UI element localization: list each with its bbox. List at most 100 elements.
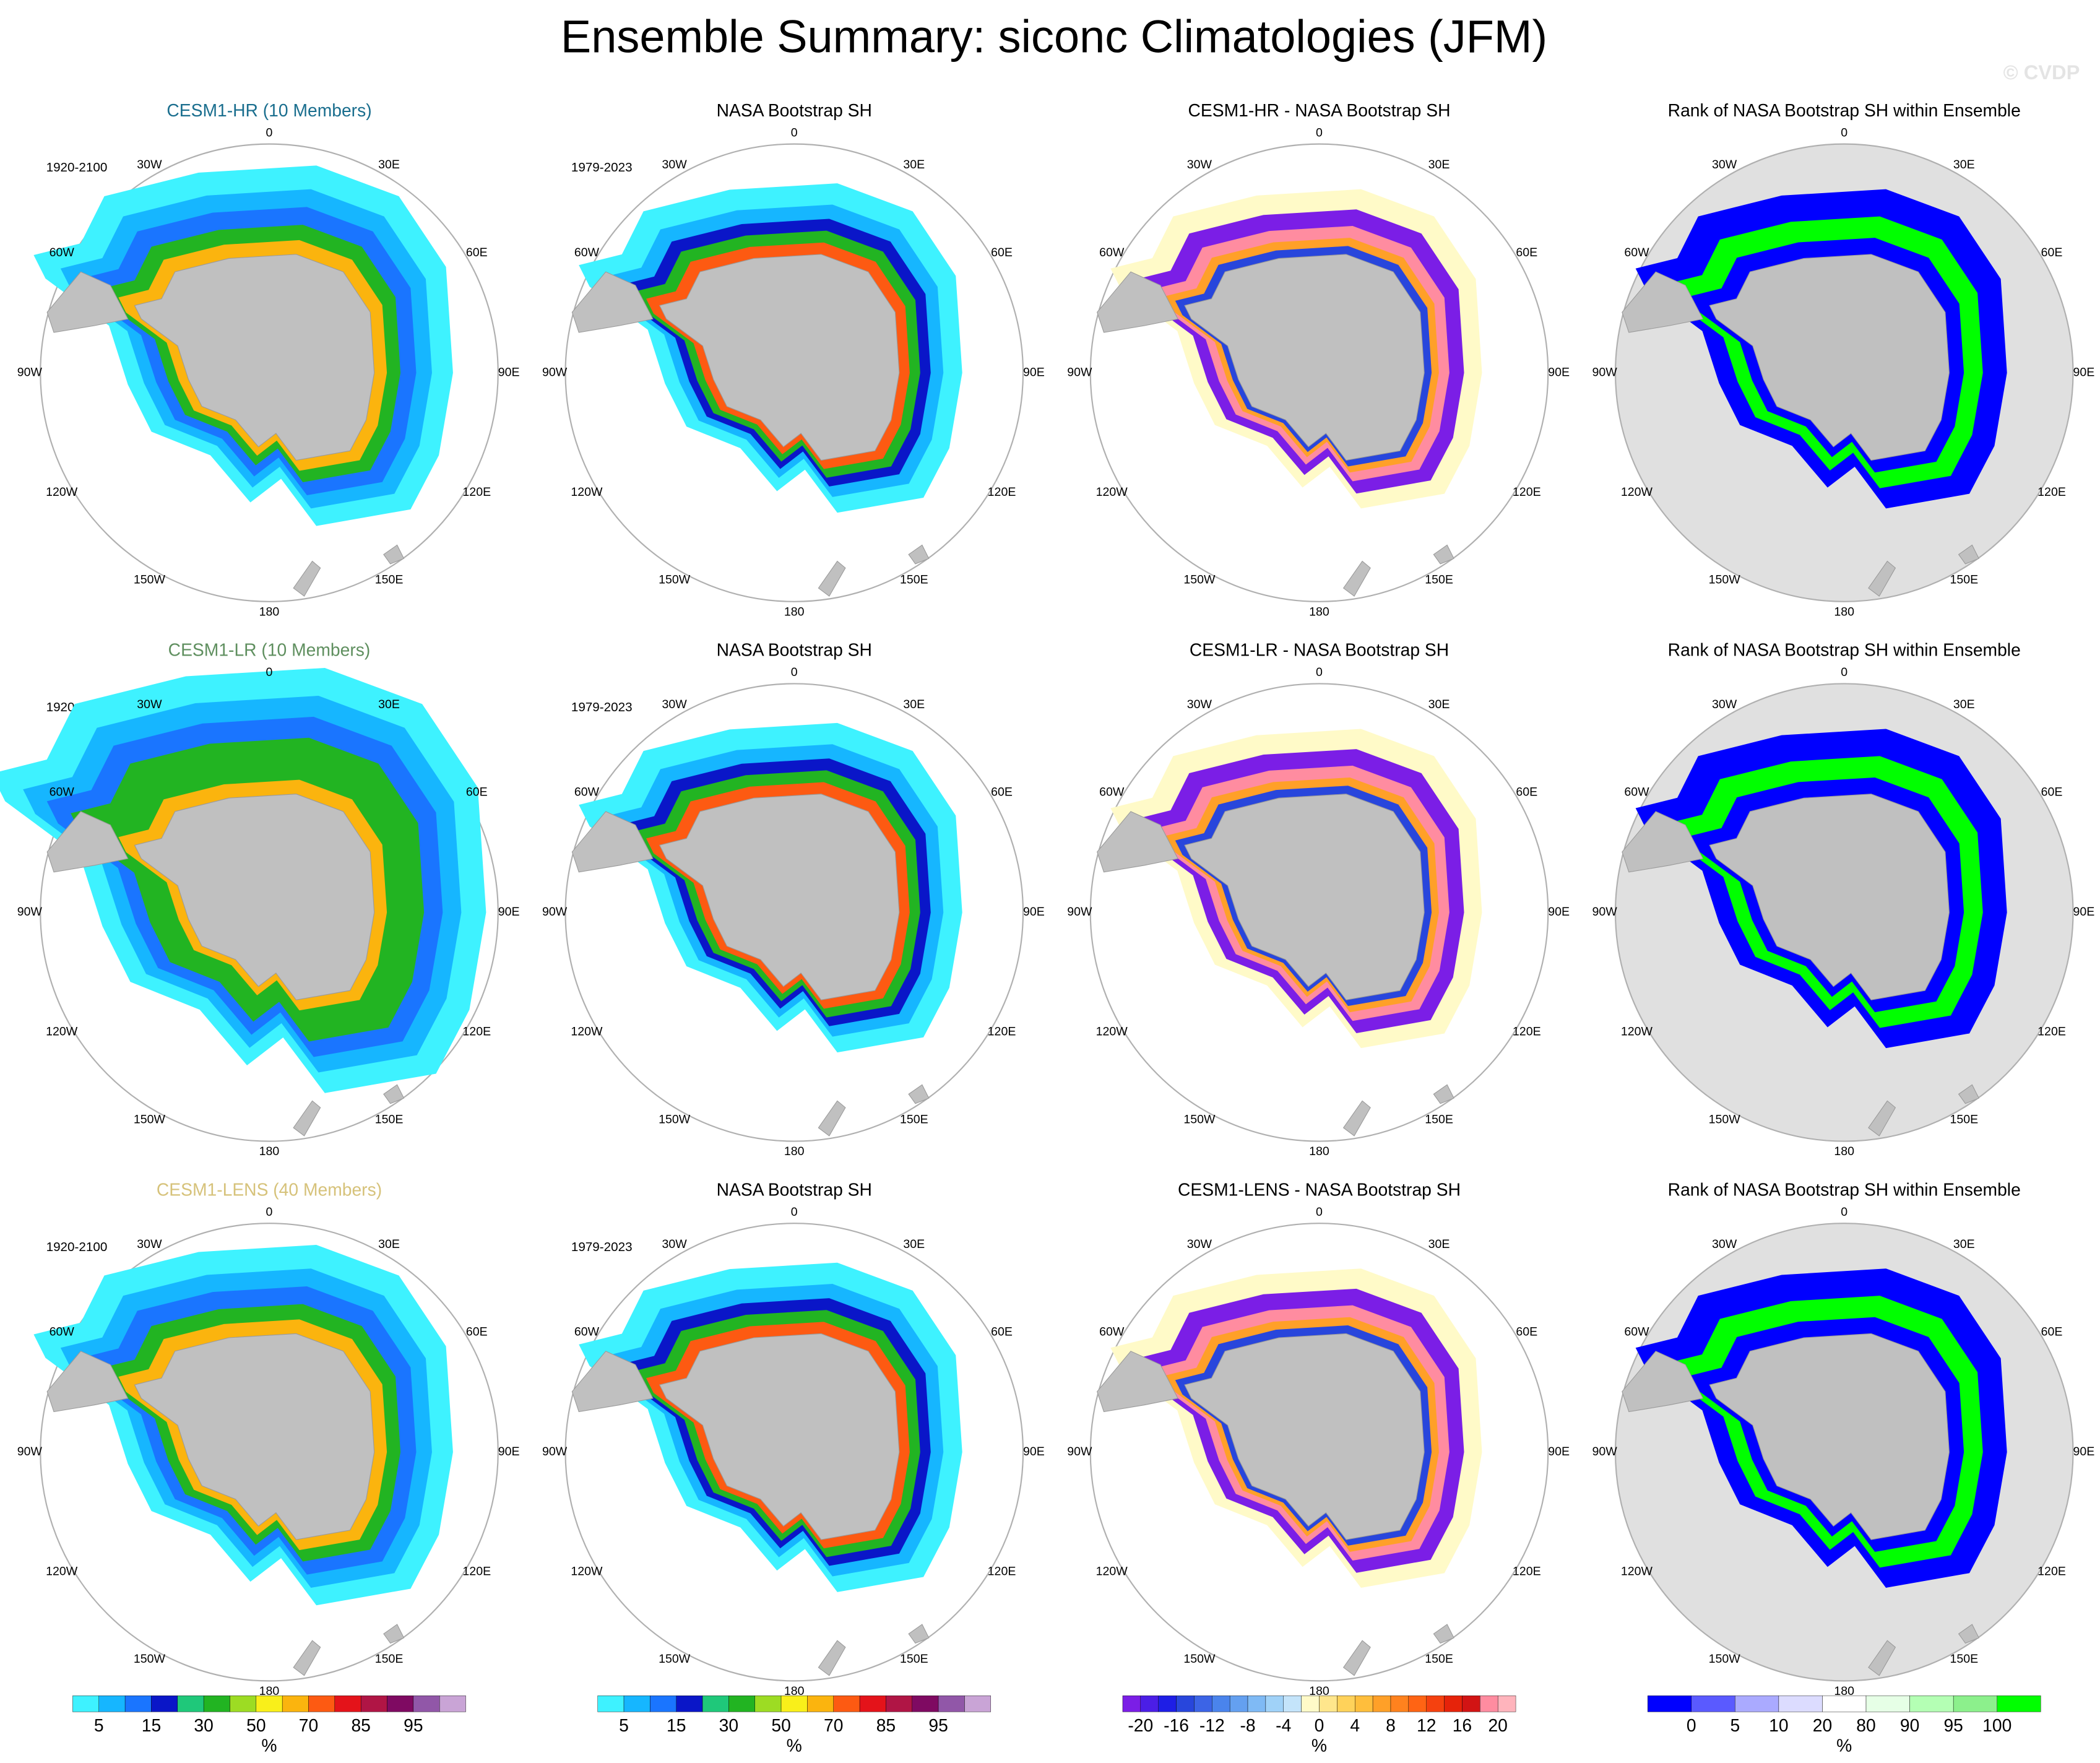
colorbar-label: 95 [404,1715,423,1735]
longitude-label: 90W [17,905,43,919]
tasmania [383,1084,405,1104]
colorbar-box [1735,1696,1779,1712]
colorbar-label: 15 [667,1715,686,1735]
antarctica [1709,254,1950,461]
antarctica [134,254,375,461]
colorbar-label: 85 [351,1715,370,1735]
colorbar-box [1865,1696,1910,1712]
longitude-label: 90W [542,905,568,919]
new-zealand [1342,560,1371,597]
colorbar-label: 0 [1315,1715,1324,1735]
longitude-label: 30E [1428,158,1450,171]
longitude-label: 180 [1309,1145,1329,1158]
longitude-label: 60W [1099,1325,1125,1338]
colorbar-box [1355,1696,1373,1712]
longitude-label: 150E [1425,1112,1453,1126]
longitude-label: 120E [988,1025,1016,1039]
colorbar-box [1176,1696,1195,1712]
longitude-label: 120E [2037,1564,2066,1578]
tasmania [1958,1624,1980,1644]
colorbar-label: -20 [1128,1715,1153,1735]
longitude-label: 120W [1096,1564,1128,1578]
south-america [1622,271,1704,333]
panel-title: NASA Bootstrap SH [717,1180,872,1200]
colorbar-box [1497,1696,1516,1712]
longitude-label: 60E [2041,1325,2063,1338]
longitude-label: 120W [1096,1025,1128,1039]
colorbar-box [1319,1696,1337,1712]
south-america [46,271,129,333]
colorbar-box [1997,1696,2041,1712]
colorbar-box [256,1696,283,1712]
panel-title: Rank of NASA Bootstrap SH within Ensembl… [1668,1180,2021,1200]
longitude-label: 120W [571,485,603,499]
longitude-label: 150E [1950,1652,1978,1666]
longitude-label: 120W [1621,1025,1653,1039]
colorbar-box [1426,1696,1445,1712]
panel-title: CESM1-LENS - NASA Bootstrap SH [1178,1180,1461,1200]
colorbar-box [650,1696,676,1712]
south-america [46,1351,129,1413]
longitude-label: 150W [1183,1652,1216,1666]
longitude-label: 60W [1099,786,1125,799]
longitude-label: 120W [1621,485,1653,499]
longitude-label: 90W [17,1445,43,1458]
longitude-label: 60W [574,786,600,799]
longitude-label: 180 [784,605,805,618]
antarctica [134,794,375,1000]
longitude-label: 150W [659,1652,691,1666]
colorbar-box [676,1696,703,1712]
colorbar-box [334,1696,361,1712]
colorbar-box [964,1696,992,1712]
tasmania [1958,544,1980,565]
colorbar-box [387,1696,414,1712]
longitude-label: 30E [903,1237,925,1251]
tasmania [908,544,930,565]
longitude-label: 180 [1309,605,1329,618]
panel-title: CESM1-LR - NASA Bootstrap SH [1190,640,1449,660]
longitude-label: 90E [2073,905,2094,919]
colorbar-label: 20 [1488,1715,1507,1735]
watermark: © CVDP [2003,61,2080,84]
longitude-label: 150E [1950,573,1978,587]
south-america [46,811,129,873]
tasmania [1433,1624,1454,1644]
longitude-label: 90E [2073,365,2094,379]
longitude-label: 90E [498,365,520,379]
longitude-label: 90E [1548,1445,1570,1458]
south-america [1097,271,1178,333]
longitude-label: 180 [1834,605,1854,618]
longitude-label: 90E [1023,1445,1045,1458]
longitude-label: 60W [1624,1325,1649,1338]
longitude-label: 60W [1099,246,1125,259]
longitude-label: 60E [1516,1325,1537,1338]
longitude-label: 120W [1621,1564,1653,1578]
longitude-label: 60E [991,246,1013,259]
colorbar-box [1194,1696,1212,1712]
colorbar-box [728,1696,755,1712]
colorbar-label: 50 [771,1715,790,1735]
period-label: 1920-2100 [46,1240,108,1254]
longitude-label: 0 [266,1205,273,1219]
longitude-label: 30W [137,1237,162,1251]
longitude-label: 0 [1316,126,1323,139]
colorbar-box [439,1696,466,1712]
panel-title: CESM1-HR (10 Members) [166,100,371,120]
colorbar-box [360,1696,387,1712]
colorbar-box [1480,1696,1498,1712]
longitude-label: 60W [574,246,600,259]
colorbar-label: 30 [194,1715,213,1735]
colorbar-box [1212,1696,1230,1712]
colorbar-label: 12 [1417,1715,1436,1735]
new-zealand [1868,1100,1896,1137]
longitude-label: 60E [2041,786,2063,799]
longitude-label: 120W [46,1025,78,1039]
longitude-label: 120W [571,1564,603,1578]
longitude-label: 180 [1834,1684,1854,1698]
tasmania [908,1084,930,1104]
colorbar-box [1822,1696,1867,1712]
colorbar-box [1337,1696,1355,1712]
colorbar-box [938,1696,965,1712]
colorbar-label: 5 [619,1715,629,1735]
colorbar-box [1909,1696,1954,1712]
